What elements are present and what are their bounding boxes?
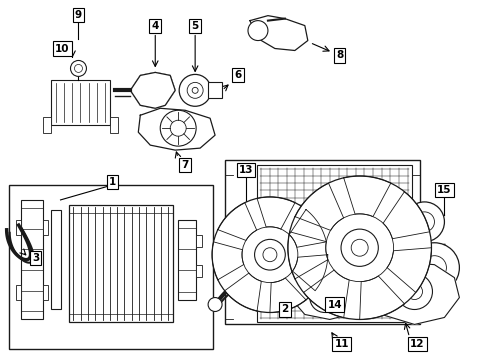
Circle shape (187, 82, 203, 98)
Circle shape (410, 243, 460, 293)
Circle shape (351, 239, 368, 256)
Bar (208, 82, 222, 98)
Polygon shape (292, 278, 360, 319)
Text: 1: 1 (109, 177, 116, 187)
Circle shape (208, 298, 222, 311)
Text: 3: 3 (32, 253, 39, 263)
Circle shape (407, 284, 422, 300)
Bar (43, 285, 48, 300)
Circle shape (396, 274, 433, 310)
Circle shape (248, 21, 268, 41)
Circle shape (71, 60, 86, 76)
Text: 15: 15 (437, 185, 452, 195)
Circle shape (405, 202, 444, 242)
Polygon shape (138, 108, 215, 150)
Circle shape (310, 283, 340, 312)
Text: 12: 12 (410, 339, 425, 349)
Bar (225, 160, 419, 324)
Circle shape (160, 110, 196, 146)
Text: 8: 8 (336, 50, 343, 60)
Bar (257, 165, 412, 323)
Circle shape (415, 212, 435, 232)
Polygon shape (368, 262, 460, 324)
Circle shape (255, 239, 285, 270)
Bar (110, 117, 119, 133)
Circle shape (318, 291, 332, 305)
Text: 10: 10 (55, 44, 70, 54)
Bar (196, 235, 202, 247)
Circle shape (74, 64, 82, 72)
Bar (43, 117, 50, 133)
Circle shape (288, 176, 432, 319)
Polygon shape (250, 15, 308, 50)
Circle shape (212, 197, 328, 312)
Bar (69, 205, 173, 323)
Bar (50, 210, 61, 310)
Text: 6: 6 (234, 71, 242, 80)
Text: 11: 11 (335, 339, 349, 349)
Circle shape (192, 87, 198, 93)
Text: 9: 9 (75, 10, 82, 20)
Polygon shape (130, 72, 175, 108)
Circle shape (422, 256, 446, 280)
Circle shape (258, 298, 272, 311)
Text: 13: 13 (239, 165, 253, 175)
Text: 4: 4 (151, 21, 159, 31)
Bar (16, 220, 21, 235)
Bar (16, 285, 21, 300)
Text: 5: 5 (192, 21, 199, 31)
Text: 7: 7 (181, 160, 189, 170)
Circle shape (170, 120, 186, 136)
Bar (9, 185, 213, 349)
Bar (196, 265, 202, 276)
Bar (43, 220, 48, 235)
Bar (178, 220, 196, 300)
Bar (50, 80, 110, 125)
Bar (21, 200, 43, 319)
Circle shape (179, 75, 211, 106)
Text: 14: 14 (327, 300, 342, 310)
Text: 2: 2 (281, 305, 289, 315)
Circle shape (263, 248, 277, 262)
Circle shape (341, 229, 378, 266)
